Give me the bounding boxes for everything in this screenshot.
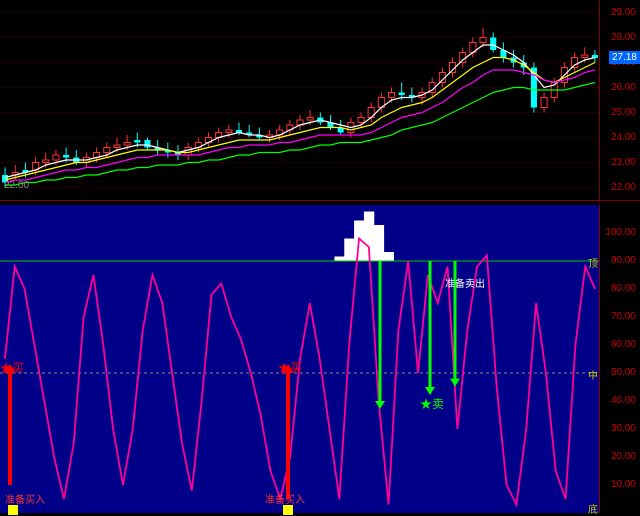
osc-ytick: 70.00 — [611, 311, 636, 322]
buy-star-marker: ★买 — [278, 359, 302, 376]
yellow-marker — [283, 505, 293, 515]
price-ytick: 29.00 — [611, 7, 636, 18]
last-value-label: 22.00 — [4, 180, 29, 191]
price-ytick: 24.00 — [611, 132, 636, 143]
stock-chart-container: 22.00 22.0023.0024.0025.0026.0027.0028.0… — [0, 0, 640, 513]
sell-star-marker: ★卖 — [420, 395, 444, 412]
price-ytick: 26.00 — [611, 82, 636, 93]
osc-ytick: 100.00 — [605, 227, 636, 238]
buy-prepare-label: 准备买入 — [265, 491, 305, 506]
osc-ytick: 30.00 — [611, 423, 636, 434]
oscillator-panel[interactable]: 顶中底 准备买入 准备买入 ★买 ★买 准备卖出 ★卖 — [0, 205, 600, 513]
osc-ytick: 20.00 — [611, 451, 636, 462]
price-ytick: 22.00 — [611, 182, 636, 193]
oscillator-yaxis: 10.00 20.00 30.00 40.00 50.00 60.00 70.00 80.00… — [599, 205, 640, 513]
osc-ytick: 60.00 — [611, 339, 636, 350]
price-ytick: 23.00 — [611, 157, 636, 168]
buy-star-marker: ★买 — [0, 359, 24, 376]
osc-ytick: 80.00 — [611, 283, 636, 294]
osc-ytick: 10.00 — [611, 479, 636, 490]
price-chart-svg — [0, 0, 600, 200]
buy-prepare-label: 准备买入 — [5, 491, 45, 506]
sell-prepare-label: 准备卖出 — [445, 275, 485, 290]
osc-ytick: 40.00 — [611, 395, 636, 406]
threshold-mid-label: 中 — [588, 367, 598, 382]
osc-ytick: 90.00 — [611, 255, 636, 266]
threshold-bot-label: 底 — [588, 501, 598, 516]
osc-ytick: 50.00 — [611, 367, 636, 378]
price-chart-panel[interactable]: 22.00 — [0, 0, 600, 200]
price-ytick: 25.00 — [611, 107, 636, 118]
price-ytick: 28.00 — [611, 32, 636, 43]
price-yaxis: 22.0023.0024.0025.0026.0027.0028.0029.00… — [599, 0, 640, 200]
yellow-marker — [8, 505, 18, 515]
threshold-top-label: 顶 — [588, 255, 598, 270]
current-price-badge: 27.18 — [609, 51, 640, 64]
